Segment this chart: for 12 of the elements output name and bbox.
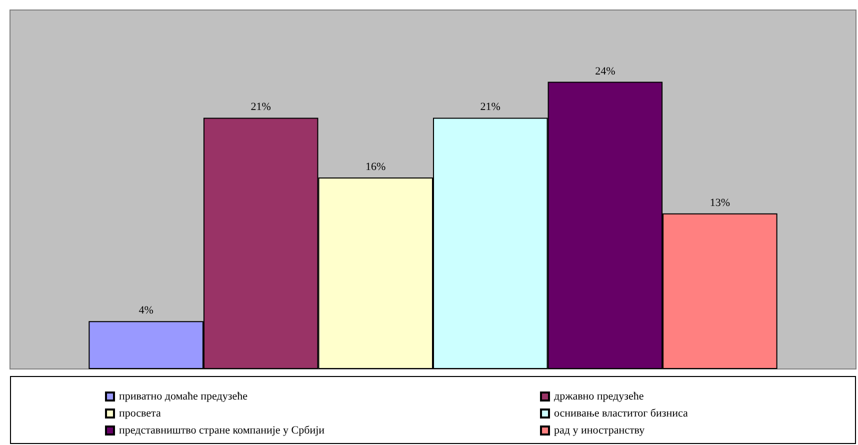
data-label: 4% [138,304,154,317]
legend-label: државно предузеће [554,390,644,402]
legend-label: просвета [119,408,161,420]
data-label: 16% [366,161,386,174]
legend-label: оснивање властитог бизниса [554,408,688,420]
data-label: 21% [250,101,271,114]
data-label: 13% [710,196,730,209]
legend-label: рад у иностранству [554,424,646,436]
data-label: 24% [595,65,616,78]
legend-label: приватно домаће предузеће [119,390,248,402]
data-label: 21% [480,101,500,114]
legend-label: представништво стране компаније у Србији [119,424,325,436]
